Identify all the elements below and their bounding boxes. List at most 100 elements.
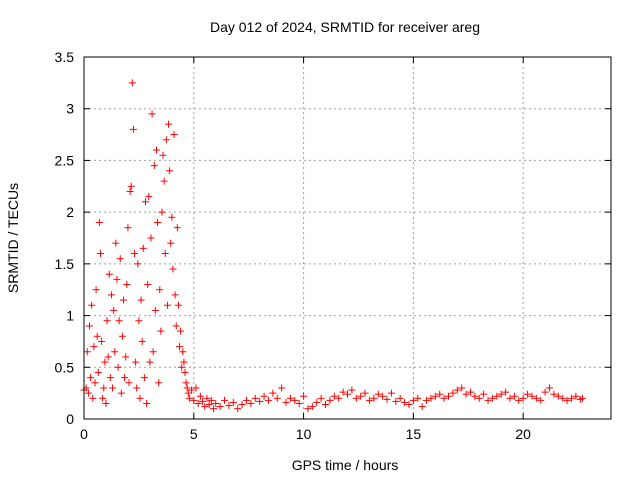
data-point: [111, 348, 119, 356]
data-point: [207, 396, 215, 404]
data-point: [326, 396, 334, 404]
data-point: [92, 286, 100, 294]
data-point: [136, 394, 144, 402]
data-point: [118, 332, 126, 340]
data-point: [133, 384, 141, 392]
data-point: [251, 394, 259, 402]
data-point: [120, 296, 128, 304]
data-point: [94, 368, 102, 376]
data-point: [550, 390, 558, 398]
data-point: [546, 384, 554, 392]
y-tick-label: 3: [66, 101, 74, 117]
data-point: [352, 394, 360, 402]
data-point: [106, 374, 114, 382]
data-point: [247, 399, 255, 407]
data-point: [502, 388, 510, 396]
data-point: [141, 198, 149, 206]
data-point: [151, 306, 159, 314]
data-point: [149, 348, 157, 356]
data-point: [453, 386, 461, 394]
data-point: [104, 353, 112, 361]
data-point: [117, 389, 125, 397]
data-point: [177, 327, 185, 335]
data-point: [160, 177, 168, 185]
data-point: [161, 250, 169, 258]
data-point: [167, 239, 175, 247]
y-tick-label: 2.5: [55, 152, 75, 168]
data-point: [172, 322, 180, 330]
data-point: [201, 403, 209, 411]
data-point: [124, 224, 132, 232]
data-point: [365, 396, 373, 404]
data-point: [210, 405, 218, 413]
data-point: [143, 399, 151, 407]
data-point: [154, 218, 162, 226]
data-point: [128, 79, 136, 87]
data-point: [188, 386, 196, 394]
data-point: [131, 250, 139, 258]
data-point: [330, 392, 338, 400]
data-point: [205, 401, 213, 409]
data-point: [192, 384, 200, 392]
data-point: [401, 398, 409, 406]
data-point: [102, 399, 110, 407]
data-point: [339, 388, 347, 396]
data-point: [95, 218, 103, 226]
data-point: [493, 392, 501, 400]
data-point: [96, 250, 104, 258]
data-point: [295, 399, 303, 407]
data-point: [180, 358, 188, 366]
data-point: [440, 394, 448, 402]
data-point: [282, 398, 290, 406]
data-point: [162, 136, 170, 144]
data-point: [103, 317, 111, 325]
x-tick-label: 10: [296, 426, 312, 442]
data-point: [163, 301, 171, 309]
data-point: [83, 348, 91, 356]
data-point: [344, 390, 351, 398]
data-point: [184, 389, 192, 397]
axis-ticks: 0 5 10 15 20 0 0.5 1 1.5 2 2.5 3 3.5: [55, 49, 611, 442]
x-tick-label: 0: [80, 426, 88, 442]
data-point: [216, 403, 224, 411]
data-point: [563, 396, 571, 404]
data-point: [135, 317, 143, 325]
data-point: [123, 281, 131, 289]
data-point: [148, 110, 156, 118]
data-point: [176, 343, 184, 351]
data-point: [260, 392, 268, 400]
data-point: [113, 275, 121, 283]
data-point: [181, 368, 189, 376]
data-point: [168, 213, 176, 221]
data-point: [445, 392, 453, 400]
data-point: [256, 397, 264, 405]
data-point: [229, 398, 237, 406]
data-point: [466, 388, 474, 396]
data-point: [409, 396, 417, 404]
data-point: [122, 353, 130, 361]
data-point: [278, 384, 286, 392]
data-point: [98, 337, 106, 345]
data-point: [114, 363, 122, 371]
data-point: [524, 390, 532, 398]
data-point: [138, 337, 146, 345]
data-point: [264, 396, 272, 404]
data-point: [126, 187, 134, 195]
data-point: [449, 389, 457, 397]
data-point: [125, 379, 133, 387]
data-point: [90, 343, 98, 351]
x-tick-label: 5: [190, 426, 198, 442]
data-point: [196, 392, 204, 400]
data-point: [431, 392, 439, 400]
data-point: [221, 396, 229, 404]
data-point: [152, 146, 160, 154]
data-point: [212, 399, 220, 407]
data-point: [488, 394, 496, 402]
data-point: [112, 239, 120, 247]
data-point: [361, 389, 369, 397]
data-point: [121, 374, 129, 382]
data-point: [291, 396, 299, 404]
data-point: [300, 392, 308, 400]
data-point: [458, 384, 466, 392]
data-point: [132, 358, 140, 366]
